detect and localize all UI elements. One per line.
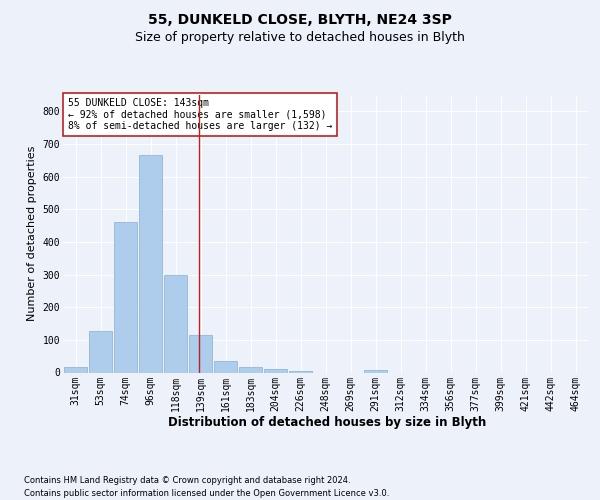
Text: Contains HM Land Registry data © Crown copyright and database right 2024.: Contains HM Land Registry data © Crown c… xyxy=(24,476,350,485)
Bar xyxy=(139,154,162,372)
Text: 55 DUNKELD CLOSE: 143sqm
← 92% of detached houses are smaller (1,598)
8% of semi: 55 DUNKELD CLOSE: 143sqm ← 92% of detach… xyxy=(68,98,332,131)
Text: Contains public sector information licensed under the Open Government Licence v3: Contains public sector information licen… xyxy=(24,489,389,498)
Bar xyxy=(164,274,187,372)
Bar xyxy=(114,222,137,372)
Text: Size of property relative to detached houses in Blyth: Size of property relative to detached ho… xyxy=(135,31,465,44)
Text: 55, DUNKELD CLOSE, BLYTH, NE24 3SP: 55, DUNKELD CLOSE, BLYTH, NE24 3SP xyxy=(148,12,452,26)
Bar xyxy=(64,367,87,372)
Bar xyxy=(239,368,262,372)
Bar xyxy=(289,370,312,372)
Y-axis label: Number of detached properties: Number of detached properties xyxy=(27,146,37,322)
Bar xyxy=(89,331,112,372)
Bar xyxy=(364,370,387,372)
Bar xyxy=(189,335,212,372)
Text: Distribution of detached houses by size in Blyth: Distribution of detached houses by size … xyxy=(168,416,486,429)
Bar xyxy=(264,369,287,372)
Bar xyxy=(214,360,237,372)
